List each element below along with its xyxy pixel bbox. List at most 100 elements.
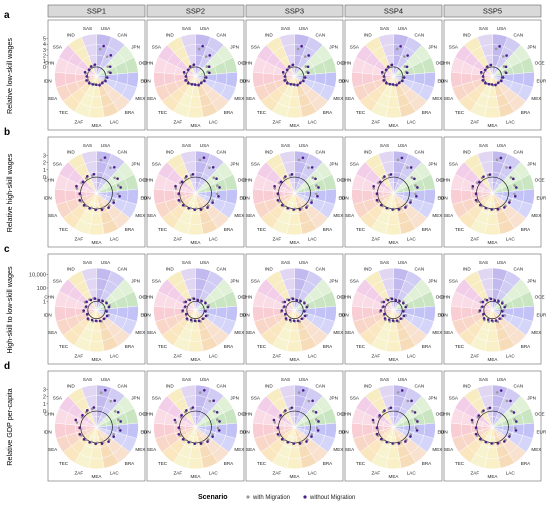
region-label: LAC — [209, 120, 219, 125]
point-with-migration — [406, 166, 409, 169]
grid-ring — [372, 288, 415, 332]
region-label: BRA — [125, 110, 135, 115]
grid-ring — [460, 44, 525, 108]
region-label: TEC — [59, 110, 69, 115]
region-label: EUR — [239, 430, 249, 435]
point-without-migration — [405, 65, 409, 69]
region-label: EUR — [338, 79, 348, 84]
point-without-migration — [187, 206, 190, 210]
point-without-migration — [199, 208, 203, 211]
column-header-label: SSP5 — [483, 7, 502, 16]
region-label: IDN — [341, 313, 349, 318]
region-label: IDN — [341, 430, 349, 435]
point-without-migration — [382, 78, 385, 82]
point-without-migration — [300, 317, 304, 321]
point-without-migration — [301, 156, 305, 160]
region-label: JPN — [527, 278, 536, 283]
region-label: SAS — [479, 377, 488, 382]
region-label: CAN — [117, 383, 127, 388]
point-without-migration — [383, 175, 386, 178]
point-without-migration — [201, 44, 204, 48]
region-label: CHN — [143, 178, 153, 183]
y-axis-label: Relative GDP per-capita — [5, 388, 14, 465]
point-without-migration — [409, 435, 412, 438]
point-without-migration — [94, 442, 97, 446]
point-without-migration — [501, 314, 505, 318]
point-with-migration — [84, 204, 88, 208]
point-without-migration — [215, 177, 218, 181]
point-without-migration — [493, 299, 497, 302]
point-without-migration — [389, 173, 393, 176]
region-label: ZAF — [371, 354, 380, 359]
point-without-migration — [208, 54, 212, 57]
grid-ring — [163, 278, 228, 342]
point-without-migration — [490, 83, 494, 86]
region-label: MEX — [531, 213, 541, 218]
region-label: JPN — [131, 278, 140, 283]
point-without-migration — [496, 442, 500, 445]
point-without-migration — [295, 298, 299, 302]
region-label: CHN — [242, 61, 252, 66]
region-label: OCE — [238, 412, 248, 417]
region-label: CHN — [143, 61, 153, 66]
point-without-migration — [478, 309, 482, 312]
region-label: SSA — [152, 278, 162, 283]
region-label: SEA — [147, 96, 157, 101]
point-without-migration — [211, 435, 214, 438]
region-label: MEA — [389, 357, 400, 362]
region-label: EUR — [239, 313, 249, 318]
column-header-bg — [245, 4, 344, 18]
region-label: USA — [299, 377, 309, 382]
point-without-migration — [100, 442, 104, 445]
point-without-migration — [311, 399, 314, 403]
region-label: IDN — [143, 430, 151, 435]
grid-ring — [252, 267, 337, 353]
region-label: SAS — [479, 26, 488, 31]
point-without-migration — [101, 81, 104, 85]
region-label: SAS — [380, 377, 389, 382]
point-without-migration — [290, 173, 294, 176]
region-label: EUR — [536, 313, 546, 318]
region-label: ZAF — [470, 471, 479, 476]
polar-panel: USA CAN JPN OCE EUR MEX BRA LAC MEA ZAF TEC SEA IDN C… — [341, 19, 448, 131]
point-without-migration — [184, 79, 187, 82]
region-label: ZAF — [371, 237, 380, 242]
region-label: BRA — [422, 461, 432, 466]
grid-ring — [64, 395, 129, 459]
grid-ring — [471, 54, 514, 98]
region-label: IND — [265, 266, 274, 271]
region-label: MEX — [432, 96, 442, 101]
region-label: LAC — [110, 471, 120, 476]
point-with-migration — [414, 418, 417, 421]
point-without-migration — [101, 299, 104, 303]
region-label: TEC — [59, 461, 69, 466]
region-label: OCE — [139, 412, 149, 417]
point-without-migration — [280, 437, 284, 441]
point-without-migration — [192, 297, 196, 300]
region-label: BRA — [125, 344, 135, 349]
point-with-migration — [211, 433, 214, 436]
region-label: USA — [101, 377, 111, 382]
grid-ring — [351, 33, 436, 119]
region-label: MEA — [290, 123, 301, 128]
region-label: OCE — [337, 412, 347, 417]
point-with-migration — [215, 192, 219, 196]
region-label: CHN — [242, 412, 252, 417]
region-label: CHN — [242, 295, 252, 300]
region-label: SAS — [281, 143, 290, 148]
point-without-migration — [104, 79, 107, 83]
region-label: JPN — [527, 161, 536, 166]
point-with-migration — [310, 433, 314, 436]
point-without-migration — [505, 54, 508, 57]
tick-label: 5 — [43, 37, 46, 43]
point-without-migration — [390, 63, 394, 67]
polar-panel: USA CAN JPN OCE EUR MEX BRA LAC MEA ZAF TEC SEA IDN C… — [43, 136, 151, 248]
panel-row: d Relative GDP per-capita USA CAN JPN OCE EUR M… — [4, 361, 547, 482]
point-without-migration — [410, 399, 413, 403]
region-label: CHN — [242, 178, 252, 183]
point-with-migration — [99, 158, 103, 162]
grid-ring — [351, 384, 436, 470]
region-label: MEA — [389, 474, 400, 479]
legend: Scenario with Migration without Migration — [198, 494, 355, 501]
point-with-migration — [216, 418, 219, 421]
